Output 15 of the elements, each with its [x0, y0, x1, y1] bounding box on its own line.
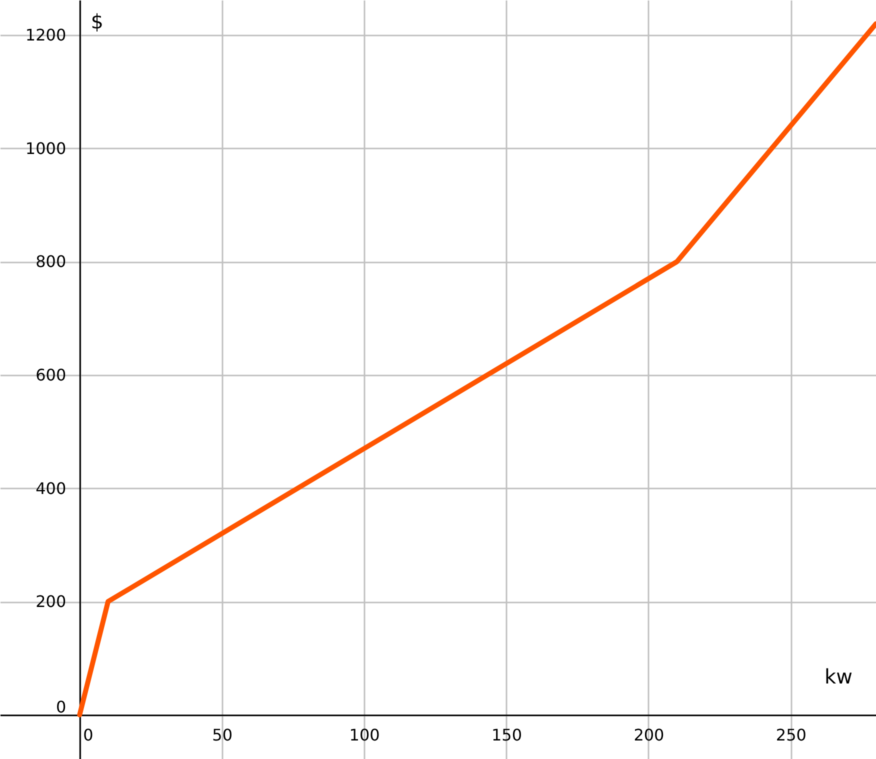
x-tick-label: 200 — [634, 725, 664, 744]
x-tick-label: 50 — [212, 725, 233, 744]
x-axis-title: kw — [824, 664, 852, 688]
y-tick-label: 0 — [56, 697, 66, 716]
y-tick-label: 200 — [36, 592, 66, 612]
x-tick-label: 100 — [349, 725, 380, 744]
y-tick-label: 600 — [36, 365, 66, 384]
y-tick-label: 400 — [36, 478, 66, 498]
y-tick-label: 800 — [36, 252, 66, 272]
x-tick-label: 0 — [83, 725, 94, 744]
x-tick-label: 250 — [776, 725, 806, 744]
x-tick-label: 150 — [491, 725, 522, 744]
y-tick-label: 1000 — [25, 138, 66, 158]
y-axis-title: $ — [90, 10, 104, 34]
y-tick-label: 1200 — [25, 26, 66, 45]
